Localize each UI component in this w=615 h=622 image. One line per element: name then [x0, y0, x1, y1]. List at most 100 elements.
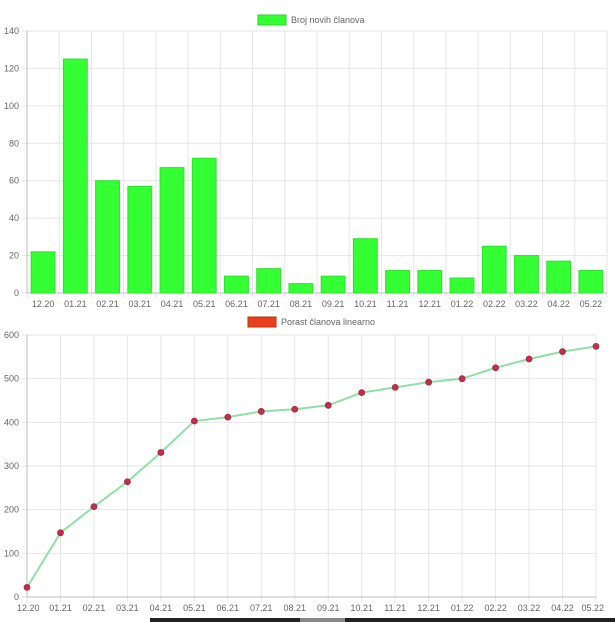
- data-point: [23, 583, 31, 591]
- x-tick-label: 08.21: [283, 603, 306, 613]
- x-tick-label: 12.21: [417, 603, 440, 613]
- x-tick-label: 02.21: [83, 603, 106, 613]
- x-tick-label: 06.21: [217, 603, 240, 613]
- bar: [224, 275, 249, 294]
- bar: [481, 245, 507, 294]
- y-tick-label: 300: [4, 461, 19, 471]
- scroll-segment: [300, 618, 345, 622]
- x-tick-label: 01.22: [451, 299, 474, 309]
- x-tick-label: 05.21: [183, 603, 206, 613]
- data-point: [124, 478, 131, 486]
- x-tick-label: 12.21: [419, 299, 442, 309]
- y-tick-label: 100: [4, 548, 19, 558]
- x-tick-label: 01.21: [64, 299, 87, 309]
- x-tick-label: 04.22: [551, 603, 574, 613]
- x-tick-label: 09.21: [322, 299, 345, 309]
- bar-chart: Broj novih članova 0 20 40 60 80 100 120 140 12.2…: [4, 14, 608, 309]
- data-point: [157, 449, 165, 456]
- data-point: [358, 389, 366, 397]
- x-tick-label: 04.21: [161, 299, 184, 309]
- bar: [320, 275, 346, 294]
- scroll-segment: [150, 618, 300, 622]
- bar: [449, 277, 475, 294]
- data-point: [257, 408, 265, 415]
- data-point: [492, 364, 499, 372]
- legend-swatch: [247, 316, 277, 328]
- series-line: [26, 345, 597, 588]
- y-tick-label: 0: [14, 592, 19, 602]
- bar: [62, 58, 88, 294]
- data-point: [190, 417, 198, 425]
- data-point: [224, 413, 232, 421]
- x-tick-label: 11.21: [384, 603, 406, 613]
- y-tick-label: 100: [4, 101, 19, 111]
- legend: Porast članova linearno: [247, 316, 375, 328]
- y-tick-label: 200: [4, 505, 19, 515]
- x-tick-label: 07.21: [250, 603, 273, 613]
- x-tick-label: 12.20: [17, 603, 40, 613]
- data-point: [592, 342, 600, 350]
- data-point: [391, 384, 399, 391]
- y-tick-label: 80: [9, 138, 19, 148]
- y-tick-label: 0: [14, 288, 19, 298]
- bar: [30, 251, 56, 294]
- data-point: [90, 503, 98, 511]
- x-tick-label: 05.22: [580, 299, 603, 309]
- y-tick-label: 600: [4, 330, 19, 340]
- bar: [546, 260, 572, 294]
- bar: [256, 268, 282, 294]
- x-tick-label: 08.21: [290, 299, 313, 309]
- x-tick-label: 03.21: [129, 299, 152, 309]
- x-tick-label: 10.21: [354, 299, 377, 309]
- x-tick-label: 05.21: [193, 299, 216, 309]
- bar: [159, 167, 185, 294]
- data-point: [324, 401, 332, 409]
- y-tick-label: 60: [9, 176, 19, 186]
- bar: [352, 238, 378, 294]
- bar: [288, 283, 314, 294]
- bar: [127, 185, 153, 294]
- data-point: [425, 378, 433, 386]
- bar: [191, 157, 217, 294]
- y-tick-label: 140: [4, 26, 19, 36]
- x-tick-label: 10.21: [350, 603, 373, 613]
- bar: [385, 270, 410, 294]
- data-point: [458, 375, 466, 383]
- grid: [22, 334, 597, 602]
- x-tick-label: 09.21: [317, 603, 340, 613]
- x-tick-label: 02.22: [483, 299, 506, 309]
- x-tick-label: 07.21: [257, 299, 280, 309]
- legend-label: Broj novih članova: [291, 15, 365, 25]
- x-tick-label: 03.22: [518, 603, 541, 613]
- y-tick-label: 40: [9, 213, 19, 223]
- x-tick-label: 12.20: [32, 299, 55, 309]
- bar: [578, 270, 604, 294]
- x-tick-label: 05.22: [581, 603, 604, 613]
- y-tick-label: 20: [9, 251, 19, 261]
- grid: [22, 30, 608, 298]
- x-tick-label: 03.21: [116, 603, 139, 613]
- scroll-segment: [345, 618, 615, 622]
- x-tick-label: 04.21: [150, 603, 173, 613]
- x-tick-label: 06.21: [225, 299, 248, 309]
- legend-swatch: [257, 14, 287, 26]
- x-tick-label: 03.22: [515, 299, 538, 309]
- line-chart: Porast članova linearno 0 100 200 300 400 500 6…: [4, 316, 604, 613]
- legend: Broj novih članova: [257, 14, 365, 26]
- x-tick-label: 04.22: [547, 299, 570, 309]
- x-tick-label: 02.21: [96, 299, 119, 309]
- legend-label: Porast članova linearno: [281, 317, 375, 327]
- y-tick-label: 500: [4, 374, 19, 384]
- x-tick-label: 11.21: [387, 299, 409, 309]
- bar: [95, 180, 120, 294]
- x-tick-label: 01.21: [49, 603, 72, 613]
- y-tick-label: 400: [4, 417, 19, 427]
- bottom-strip: [0, 618, 615, 622]
- data-point: [559, 348, 566, 355]
- data-point: [291, 405, 299, 413]
- x-tick-label: 01.22: [451, 603, 474, 613]
- bar: [417, 270, 443, 294]
- bar: [514, 255, 539, 294]
- data-point: [57, 529, 64, 537]
